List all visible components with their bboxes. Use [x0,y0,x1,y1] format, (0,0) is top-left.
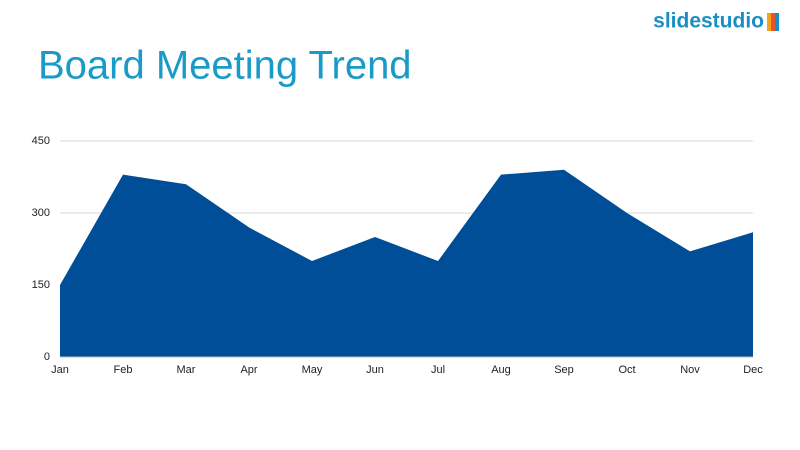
x-tick-label: Dec [743,364,763,376]
x-tick-label: Nov [680,364,700,376]
x-tick-label: Mar [177,364,196,376]
x-tick-label: May [302,364,323,376]
y-tick-label: 300 [32,207,50,219]
logo-icon [767,13,779,31]
area [60,169,753,357]
y-tick-label: 150 [32,279,50,291]
y-tick-label: 0 [44,351,50,363]
x-tick-label: Apr [240,364,257,376]
x-tick-label: Feb [114,364,133,376]
x-tick-label: Sep [554,364,574,376]
x-tick-label: Aug [491,364,511,376]
x-tick-label: Oct [618,364,635,376]
logo-text: slidestudio [653,10,764,33]
chart-title: Board Meeting Trend [38,44,412,88]
y-tick-label: 450 [32,135,50,147]
x-tick-label: Jul [431,364,445,376]
x-tick-label: Jun [366,364,384,376]
x-tick-label: Jan [51,364,69,376]
